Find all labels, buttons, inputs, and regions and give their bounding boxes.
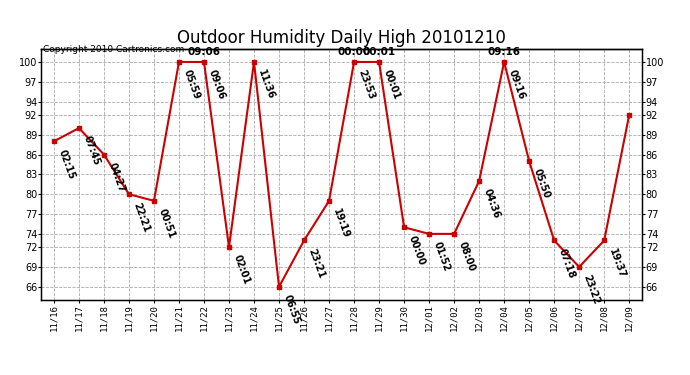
Text: 05:50: 05:50: [532, 168, 551, 200]
Text: 22:21: 22:21: [132, 201, 151, 233]
Text: 07:18: 07:18: [557, 247, 577, 280]
Text: 23:53: 23:53: [357, 69, 377, 101]
Text: 11:36: 11:36: [257, 69, 277, 101]
Text: 08:00: 08:00: [457, 240, 477, 273]
Text: 23:22: 23:22: [582, 273, 602, 306]
Text: 23:21: 23:21: [306, 247, 326, 280]
Title: Outdoor Humidity Daily High 20101210: Outdoor Humidity Daily High 20101210: [177, 29, 506, 47]
Text: 00:01: 00:01: [382, 69, 402, 101]
Text: 01:52: 01:52: [432, 240, 451, 273]
Text: 04:36: 04:36: [482, 188, 502, 220]
Text: 09:06: 09:06: [188, 46, 221, 57]
Text: 00:01: 00:01: [362, 46, 395, 57]
Text: Copyright 2010 Cartronics.com: Copyright 2010 Cartronics.com: [43, 45, 184, 54]
Text: 19:19: 19:19: [332, 207, 351, 240]
Text: 04:27: 04:27: [106, 161, 126, 194]
Text: 00:00: 00:00: [337, 46, 371, 57]
Text: 02:01: 02:01: [232, 254, 251, 286]
Text: 06:55: 06:55: [282, 293, 302, 326]
Text: 19:37: 19:37: [607, 247, 627, 280]
Text: 09:06: 09:06: [206, 69, 226, 101]
Text: 05:59: 05:59: [181, 69, 201, 101]
Text: 09:16: 09:16: [488, 46, 521, 57]
Text: 02:15: 02:15: [57, 148, 77, 180]
Text: 09:16: 09:16: [506, 69, 526, 101]
Text: 07:45: 07:45: [81, 135, 101, 167]
Text: 00:00: 00:00: [406, 234, 426, 266]
Text: 00:51: 00:51: [157, 207, 177, 240]
